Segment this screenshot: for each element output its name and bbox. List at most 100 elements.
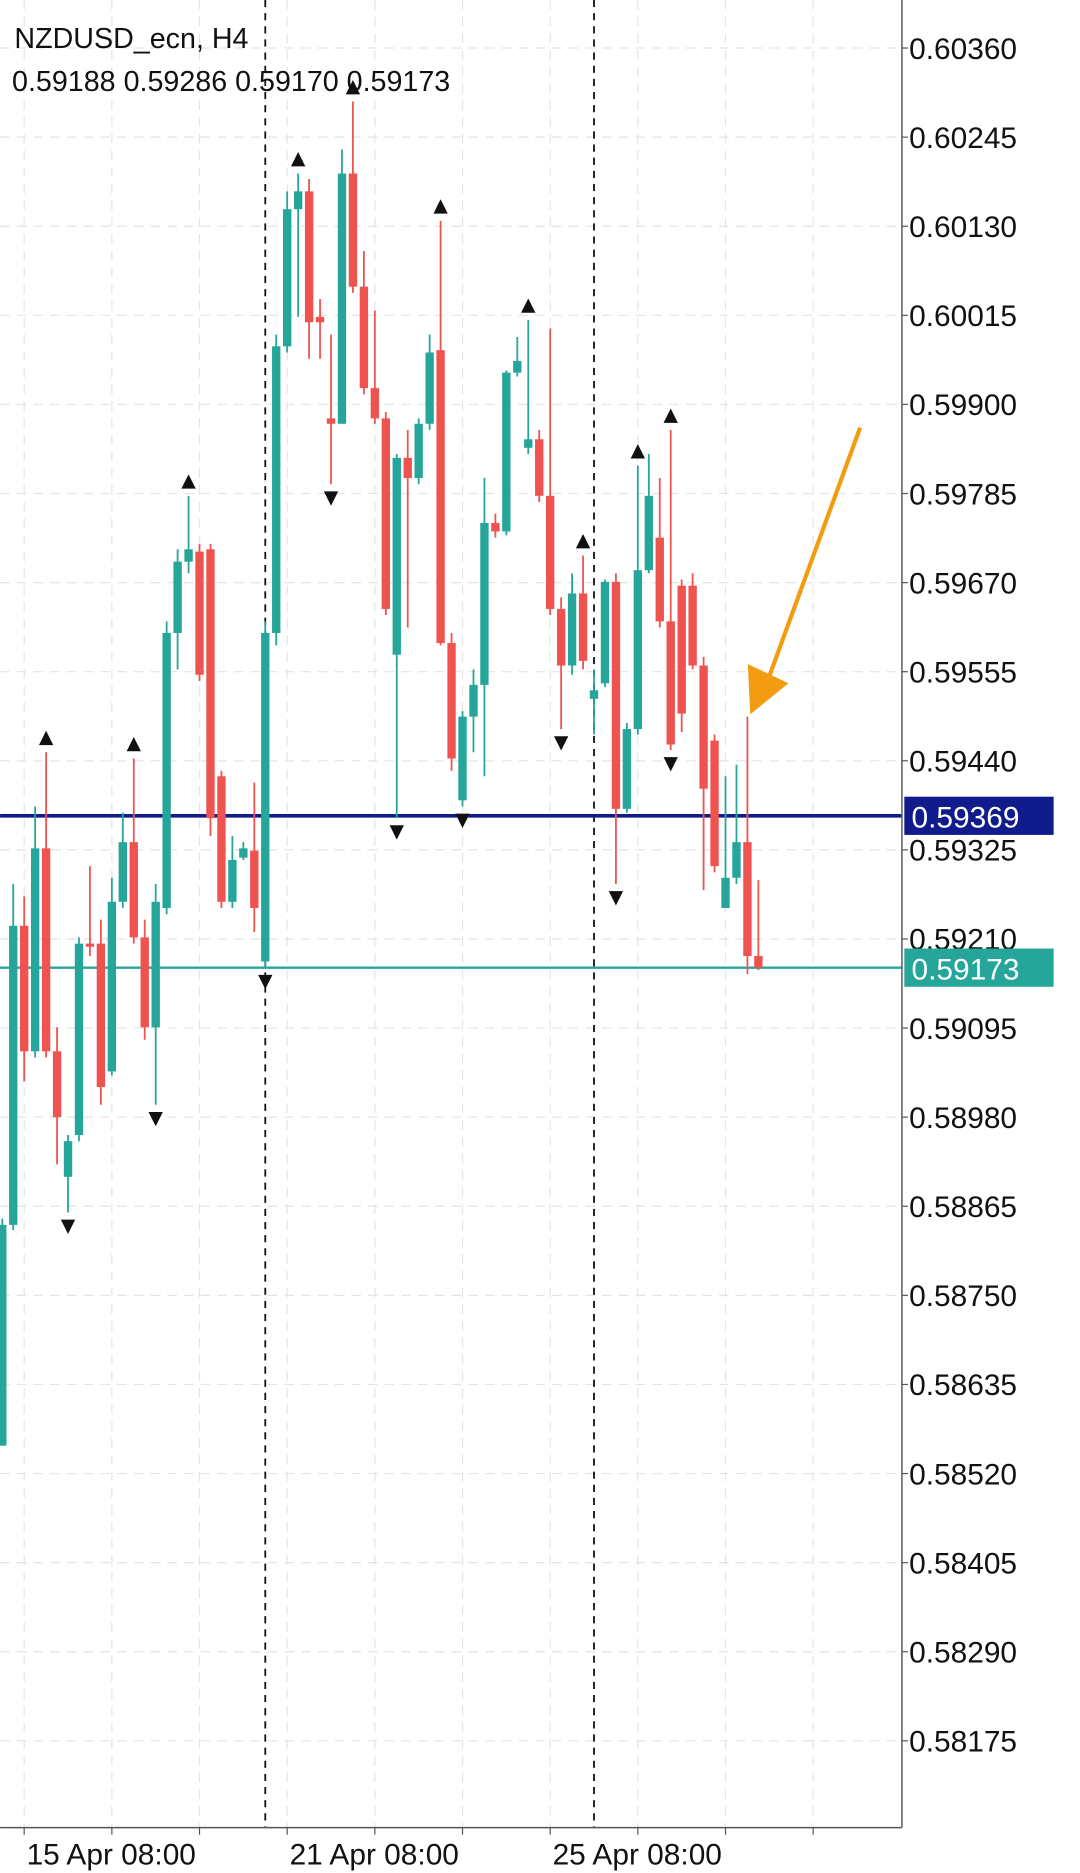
candle-body: [228, 859, 237, 902]
candle-body: [600, 581, 610, 684]
candle-body: [129, 842, 138, 938]
y-tick-label: 0.59095: [909, 1013, 1017, 1046]
fractal-up: [630, 444, 646, 459]
candle-body: [392, 457, 401, 655]
candle-body: [250, 850, 259, 908]
y-tick-label: 0.60015: [909, 300, 1017, 333]
y-tick-label: 0.58750: [909, 1280, 1017, 1313]
candle-body: [359, 286, 369, 389]
y-tick-label: 0.58405: [909, 1547, 1017, 1580]
fractal-down: [60, 1219, 76, 1234]
arrow-head: [747, 664, 789, 715]
candle-body: [677, 585, 686, 714]
candle-body: [710, 740, 719, 867]
fractal-down: [148, 1111, 163, 1127]
candle-body: [666, 621, 675, 745]
y-tick-label: 0.58980: [909, 1102, 1017, 1135]
candle-body: [0, 1224, 7, 1446]
y-tick-label: 0.58175: [909, 1726, 1017, 1759]
x-tick-label: 21 Apr 08:00: [290, 1839, 459, 1872]
candle-body: [217, 776, 226, 902]
candle-body: [173, 561, 182, 633]
x-tick-label: 15 Apr 08:00: [27, 1839, 196, 1872]
candle-body: [513, 361, 522, 373]
candle-body: [545, 495, 555, 609]
candle-body: [491, 522, 500, 532]
candle-body: [151, 901, 160, 1028]
fractal-down: [389, 825, 404, 840]
y-tick-label: 0.60245: [909, 122, 1017, 155]
fractal-up: [181, 474, 196, 489]
price-label: 0.59173: [911, 954, 1019, 987]
price-label-box: [904, 948, 1054, 987]
fractal-up: [521, 298, 536, 313]
candle-body: [348, 173, 358, 287]
candle-body: [20, 925, 29, 1052]
chart-title: NZDUSD_ecn, H4: [14, 23, 248, 55]
candle-body: [74, 943, 84, 1135]
candle-body: [502, 372, 511, 532]
candle-body: [41, 848, 51, 1052]
fractal-up: [575, 533, 591, 549]
candle-body: [304, 191, 314, 323]
labels: 0.60360 0.60245 0.60130 0.60015 0.59900 0.597…: [27, 33, 1054, 1872]
y-tick-label: 0.58520: [909, 1458, 1017, 1491]
candle-body: [480, 522, 489, 685]
y-tick-label: 0.59555: [909, 656, 1017, 689]
candle-body: [184, 549, 193, 562]
fractal-down: [455, 813, 470, 829]
candle-body: [272, 346, 281, 633]
candle-body: [567, 593, 577, 666]
candle-body: [85, 943, 95, 947]
price-label-box: [904, 796, 1054, 835]
candle-body: [589, 690, 599, 699]
candle-body: [535, 439, 544, 496]
price-label: 0.59369: [911, 802, 1019, 835]
candle-body: [326, 418, 336, 424]
annotation-arrow: [747, 426, 863, 715]
candle-body: [403, 457, 412, 479]
fractal-up: [433, 199, 448, 214]
candle-body: [370, 388, 380, 419]
fractal-up: [663, 408, 678, 423]
candle-body: [206, 549, 215, 819]
candle-body: [622, 729, 632, 809]
y-tick-label: 0.58865: [909, 1191, 1017, 1224]
candle-body: [30, 848, 40, 1052]
candle-body: [743, 842, 752, 957]
candle-body: [107, 901, 117, 1072]
fractal-up: [345, 79, 361, 95]
candle-body: [9, 925, 18, 1225]
y-tick-label: 0.59325: [909, 835, 1017, 868]
candle-body: [140, 937, 149, 1028]
candle-body: [96, 943, 106, 1087]
candle-body: [414, 423, 423, 479]
candle-body: [381, 418, 390, 609]
ohlc-info: 0.59188 0.59286 0.59170 0.59173: [12, 66, 450, 98]
y-tick-label: 0.60130: [909, 211, 1017, 244]
y-tick-label: 0.59440: [909, 746, 1017, 779]
candle-body: [52, 1051, 62, 1118]
candle-body: [239, 848, 248, 858]
candle-body: [458, 716, 467, 801]
fractal-up: [38, 730, 54, 746]
candle-body: [732, 842, 741, 878]
fractal-down: [323, 491, 339, 506]
candle-body: [754, 956, 763, 968]
candle-body: [63, 1141, 73, 1177]
fractal-down: [663, 757, 678, 772]
candle-body: [261, 632, 270, 962]
candle-body: [118, 842, 127, 902]
marks: [0, 79, 902, 1446]
candle-body: [721, 877, 730, 908]
y-tick-label: 0.58290: [909, 1636, 1017, 1669]
candle-body: [688, 585, 697, 666]
candle-body: [447, 643, 456, 759]
candle-body: [315, 316, 325, 323]
fractal-up: [290, 152, 306, 167]
candle-body: [556, 608, 566, 666]
candle-body: [524, 439, 533, 448]
candle-body: [611, 581, 621, 809]
